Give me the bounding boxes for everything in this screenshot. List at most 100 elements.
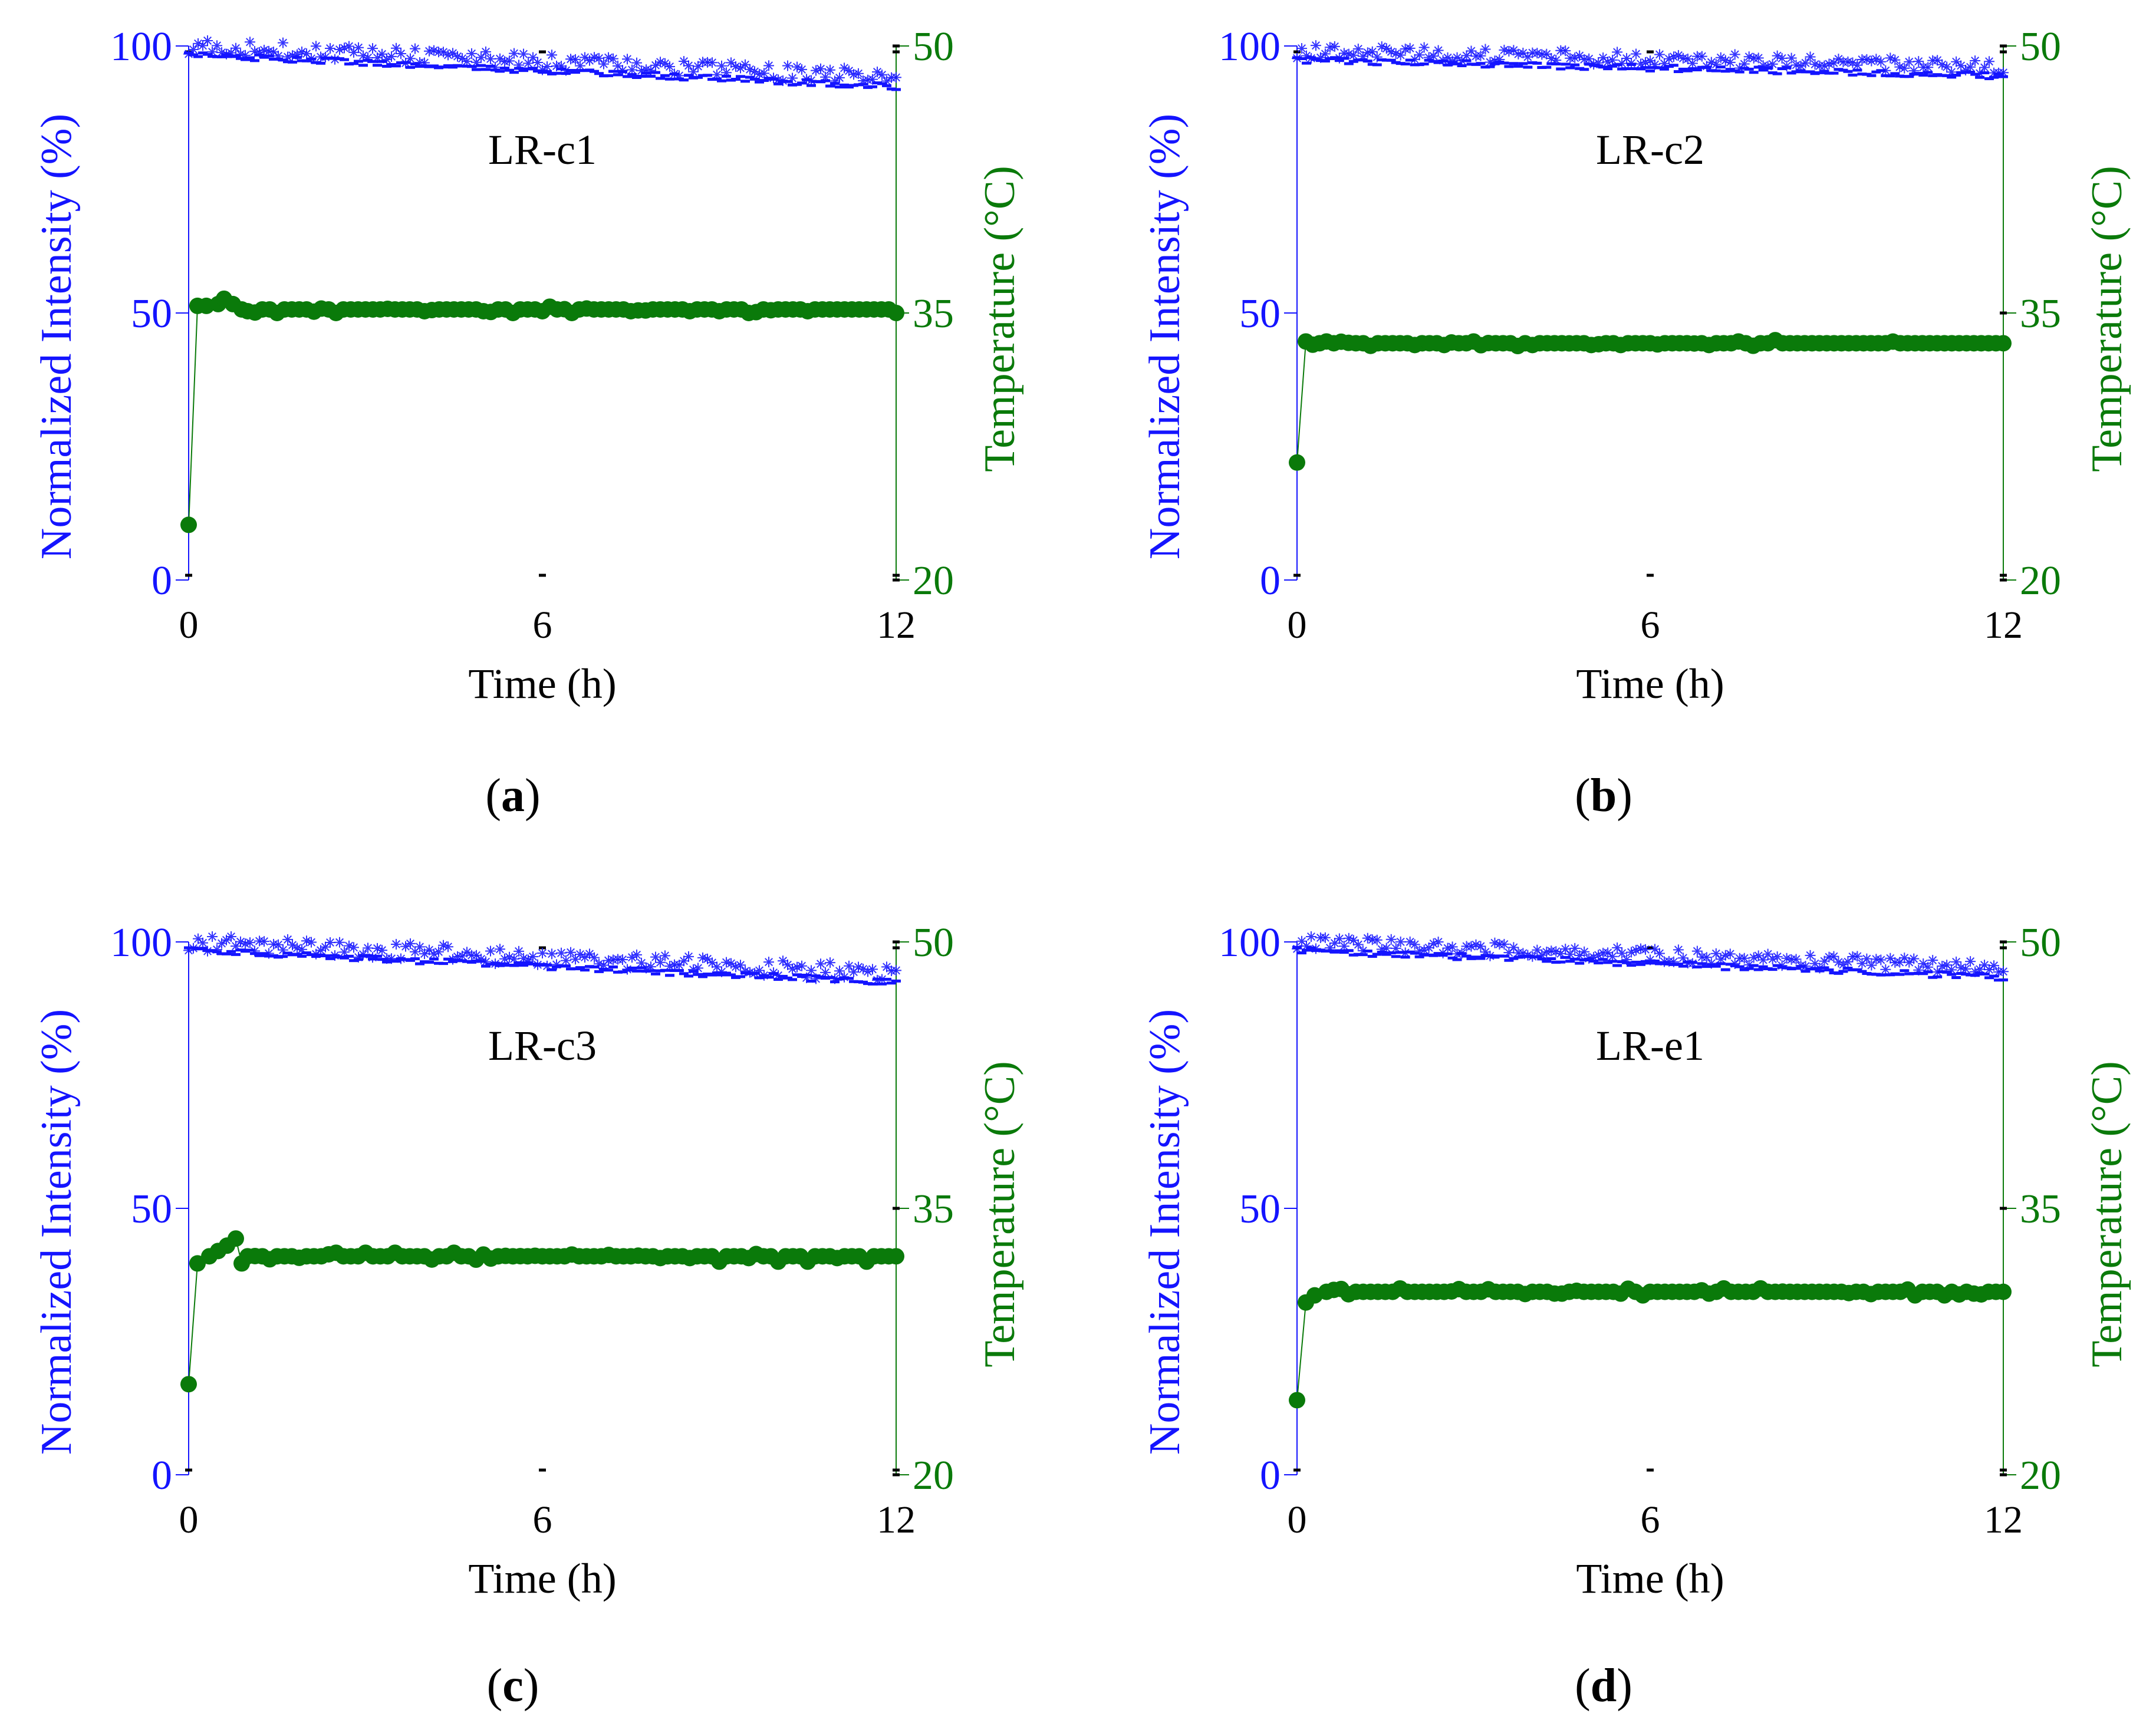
temperature-point [703,301,720,318]
left-tick-label: 0 [1260,1453,1281,1498]
chart-panel-d: 0 6 12 0 50 100 20 35 50 Time (h) Normalized Inten… [1141,920,2131,1602]
temperature-point [320,301,337,318]
intensity-point [1352,44,1364,55]
intensity-point [1508,45,1519,56]
y-axis-label-right: Temperature (°C) [976,166,1024,472]
intensity-point [1371,934,1383,945]
intensity-series [1292,40,2009,81]
intensity-point [433,946,444,957]
intensity-point [594,958,604,970]
intensity-point [1776,52,1788,64]
intensity-point [325,43,335,54]
intensity-point [1310,943,1321,954]
intensity-point [1579,946,1590,957]
intensity-point [594,52,604,64]
intensity-point [1970,55,1981,67]
intensity-point [631,57,642,68]
temperature-point [1811,1283,1828,1300]
temperature-point [615,301,632,318]
intensity-point [660,950,670,961]
x-tick-label: 12 [877,1498,916,1541]
right-tick-label: 35 [2020,291,2061,337]
chart-panel-c: 0 6 12 0 50 100 20 35 50 Time (h) Normalized Inten… [32,920,1024,1602]
temperature-point [556,301,573,318]
temperature-point [409,1248,426,1265]
intensity-point [1786,52,1797,64]
intensity-point [796,64,807,75]
intensity-point [1890,54,1901,65]
chart-title: LR-c2 [1596,126,1704,173]
intensity-point [1319,932,1331,943]
intensity-point [1447,941,1458,953]
intensity-point [1499,938,1510,950]
temperature-point [1340,334,1357,351]
intensity-point [1880,65,1891,76]
intensity-point [1466,45,1477,57]
intensity-point [584,948,595,960]
y-axis-label-left: Normalized Intensity (%) [32,1009,81,1455]
temperature-point [1575,335,1592,352]
temperature-point [851,1248,868,1265]
intensity-point [1385,934,1397,945]
temperature-point [733,301,750,318]
temperature-point [261,1251,278,1268]
caption-b: (b) [1575,770,1632,822]
intensity-point [1404,42,1416,54]
intensity-point [1305,931,1316,942]
intensity-point [325,937,335,948]
intensity-point [806,965,817,976]
intensity-point [462,56,472,67]
right-tick-label: 50 [2020,24,2061,70]
intensity-point [844,960,854,971]
intensity-point [1329,41,1340,52]
intensity-point [1767,954,1778,965]
temperature-point [1289,454,1305,471]
temperature-point [1634,335,1651,352]
right-tick-label: 50 [913,920,954,965]
intensity-point [782,60,793,71]
intensity-point [683,951,694,962]
intensity-point [1418,42,1430,53]
intensity-point [509,48,519,59]
intensity-point [1395,936,1406,947]
intensity-point [1404,936,1416,947]
intensity-point [580,952,590,963]
intensity-point [363,943,373,954]
intensity-point [306,937,317,948]
intensity-point [1743,51,1755,62]
intensity-point [1710,948,1721,959]
x-axis-label: Time (h) [1576,660,1724,707]
intensity-point [391,938,401,950]
intensity-point [1569,943,1581,954]
temperature-point [556,1248,573,1265]
intensity-point [504,55,515,67]
intensity-point [537,947,548,958]
intensity-point [518,48,529,60]
intensity-point [216,938,227,949]
temperature-point [880,1248,897,1265]
intensity-point [547,50,557,61]
intensity-point [1913,56,1924,67]
y-axis-label-right: Temperature (°C) [2083,166,2131,472]
x-tick-label: 0 [179,604,199,647]
temperature-point [261,301,278,318]
intensity-point [495,944,505,955]
chart-title: LR-c3 [488,1022,597,1069]
intensity-point [405,938,416,949]
intensity-point [547,948,557,960]
intensity-point [405,53,416,64]
right-tick-label: 20 [2020,558,2061,604]
intensity-point [1631,48,1642,60]
intensity-point [509,953,519,964]
intensity-point [1617,948,1628,959]
temperature-point [585,1248,603,1265]
intensity-point [1687,58,1698,69]
intensity-point [1899,62,1910,74]
x-tick-label: 0 [179,1498,199,1541]
intensity-point [1800,57,1811,68]
intensity-point [877,69,887,80]
intensity-point [825,64,835,75]
intensity-point [1894,61,1905,73]
intensity-point [631,949,642,960]
intensity-point [429,948,439,960]
